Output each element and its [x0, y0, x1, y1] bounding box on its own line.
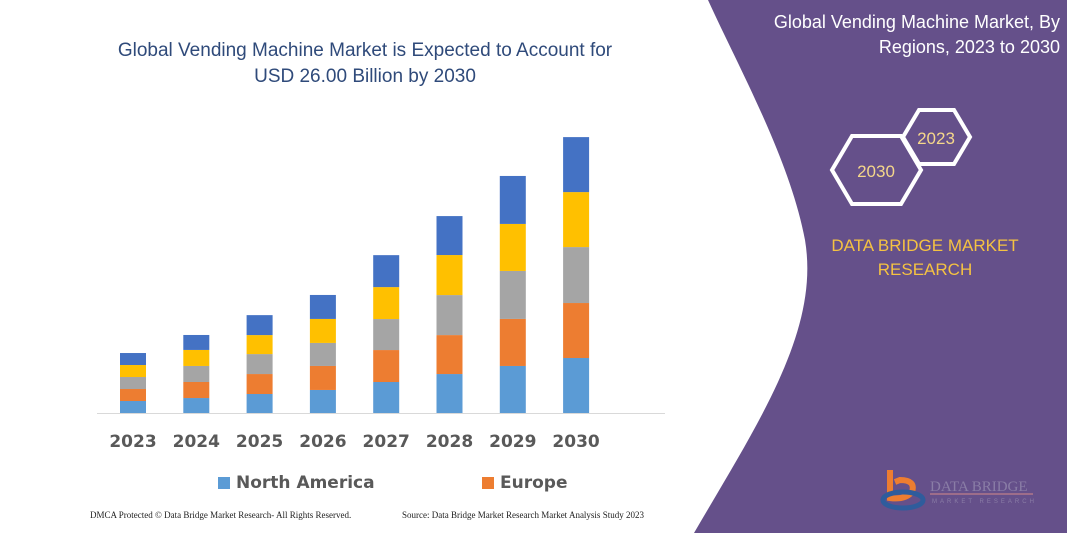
legend-item-north-america: North America: [218, 473, 375, 493]
bar-segment-2025-series-3: [246, 354, 273, 375]
bar-segment-2025-series-5: [246, 315, 273, 336]
x-tick-label: 2025: [236, 432, 283, 452]
bar-segment-2025-europe: [246, 374, 273, 394]
bar-segment-2028-series-3: [436, 295, 463, 336]
bar-segment-2026-europe: [309, 365, 336, 390]
bar-segment-2028-series-5: [436, 216, 463, 256]
bar-segment-2023-north-america: [120, 401, 146, 413]
bar-segment-2026-north-america: [309, 389, 336, 413]
bar-segment-2029-series-3: [499, 270, 526, 319]
bar-segment-2024-series-4: [183, 349, 210, 366]
bar-segment-2029-north-america: [499, 365, 526, 413]
bar-segment-2026-series-3: [309, 342, 336, 366]
hexagon-2030: 2030: [829, 134, 924, 206]
x-tick-label: 2030: [552, 432, 599, 452]
legend-swatch: [218, 477, 230, 489]
bar-segment-2025-north-america: [246, 393, 273, 413]
bar-segment-2026-series-5: [309, 294, 336, 319]
bar-segment-2024-series-3: [183, 365, 210, 383]
bar-segment-2029-europe: [499, 318, 526, 366]
bar-segment-2030-series-3: [563, 247, 590, 304]
svg-text:DATA BRIDGE: DATA BRIDGE: [930, 479, 1028, 495]
bar-segment-2026-series-4: [309, 318, 336, 343]
bar-segment-2028-europe: [436, 335, 463, 375]
hex-year-2030: 2030: [857, 162, 895, 181]
bar-segment-2027-europe: [373, 350, 400, 383]
bar-segment-2027-north-america: [373, 382, 400, 413]
side-panel-title: Global Vending Machine Market, By Region…: [773, 12, 1060, 57]
brand-name: DATA BRIDGE MARKET RESEARCH: [831, 236, 1019, 279]
footer-copyright: DMCA Protected © Data Bridge Market Rese…: [90, 510, 352, 520]
x-tick-label: 2026: [299, 432, 346, 452]
svg-text:MARKET RESEARCH: MARKET RESEARCH: [932, 499, 1037, 505]
hex-year-2023: 2023: [917, 129, 955, 148]
legend-item-europe: Europe: [482, 473, 567, 493]
chart-title: Global Vending Machine Market is Expecte…: [117, 40, 613, 87]
x-tick-label: 2027: [363, 432, 410, 452]
legend-label: Europe: [500, 473, 568, 493]
bar-segment-2023-series-5: [120, 353, 146, 366]
stacked-bar-chart: 2023 2024 2025 2026 2027 2028 2029 2030: [97, 137, 665, 452]
x-tick-label: 2028: [426, 432, 473, 452]
bar-segment-2028-series-4: [436, 255, 463, 296]
footer-source: Source: Data Bridge Market Research Mark…: [402, 510, 644, 520]
x-tick-label: 2029: [489, 432, 536, 452]
bar-segment-2029-series-5: [499, 175, 526, 224]
x-tick-label: 2024: [173, 432, 220, 452]
bar-segment-2025-series-4: [246, 335, 273, 355]
bar-segment-2030-series-4: [563, 192, 590, 248]
bar-segment-2030-series-5: [563, 137, 590, 193]
bar-segment-2027-series-5: [373, 255, 400, 288]
x-tick-label: 2023: [109, 432, 156, 452]
bar-segment-2023-europe: [120, 389, 146, 402]
bar-segment-2024-series-5: [183, 334, 210, 350]
bar-segment-2024-north-america: [183, 398, 210, 413]
bar-segment-2027-series-3: [373, 319, 400, 351]
legend-swatch: [482, 477, 494, 489]
bar-segment-2023-series-3: [120, 377, 146, 390]
legend-label: North America: [236, 473, 375, 493]
bar-segment-2023-series-4: [120, 365, 146, 378]
bar-segment-2030-europe: [563, 303, 590, 359]
bar-segment-2024-europe: [183, 382, 210, 399]
bar-segment-2029-series-4: [499, 223, 526, 271]
bar-segment-2027-series-4: [373, 287, 400, 320]
bar-segment-2030-north-america: [563, 358, 590, 413]
data-bridge-logo: DATA BRIDGE MARKET RESEARCH: [880, 470, 1037, 511]
bar-segment-2028-north-america: [436, 374, 463, 413]
